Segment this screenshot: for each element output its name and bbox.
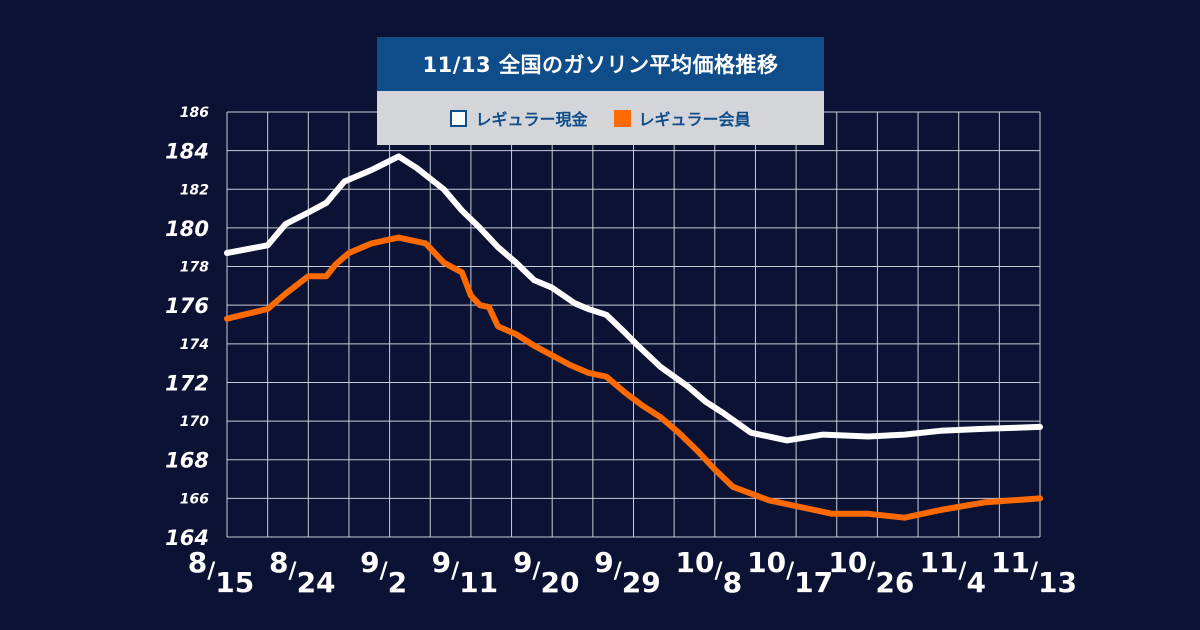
x-tick-month: 11	[991, 546, 1030, 579]
x-tick-label: 10/8	[676, 546, 743, 599]
x-tick-label: 11/4	[919, 546, 986, 599]
x-tick-month: 9	[432, 546, 451, 579]
legend-item-member: レギュラー会員	[613, 106, 751, 130]
x-tick-month: 9	[513, 546, 532, 579]
x-tick-month: 11	[919, 546, 958, 579]
legend-swatch-member	[613, 109, 631, 127]
x-tick-month: 10	[747, 546, 786, 579]
y-tick-label: 186	[180, 105, 209, 121]
y-tick-label: 168	[165, 449, 209, 473]
x-tick-slash: /	[1030, 559, 1039, 584]
x-tick-day: 4	[966, 566, 985, 599]
legend-label-member: レギュラー会員	[638, 110, 751, 129]
x-tick-month: 9	[360, 546, 379, 579]
x-tick-month: 8	[269, 546, 288, 579]
x-tick-label: 8/24	[269, 546, 336, 599]
x-tick-month: 8	[188, 546, 207, 579]
x-tick-slash: /	[786, 559, 795, 584]
x-tick-month: 10	[828, 546, 867, 579]
x-tick-day: 24	[297, 566, 336, 599]
x-tick-day: 29	[622, 566, 661, 599]
series-lines	[224, 153, 1043, 521]
grid	[226, 111, 1041, 538]
y-tick-label: 180	[165, 217, 209, 241]
chart-title: 11/13 全国のガソリン平均価格推移	[377, 37, 824, 91]
y-tick-label: 184	[165, 140, 209, 164]
x-tick-label: 10/17	[747, 546, 833, 599]
x-tick-slash: /	[207, 559, 216, 584]
x-tick-slash: /	[614, 559, 623, 584]
y-axis-ticks: 164 166 168 170 172 174 176 178 180 182 184 186	[165, 105, 209, 550]
x-tick-day: 26	[875, 566, 914, 599]
legend-label-cash: レギュラー現金	[475, 110, 588, 129]
y-tick-label: 170	[180, 414, 209, 430]
x-tick-day: 2	[388, 566, 407, 599]
x-tick-day: 15	[215, 566, 254, 599]
x-tick-slash: /	[451, 559, 460, 584]
y-tick-label: 176	[165, 294, 209, 318]
x-tick-label: 9/20	[513, 546, 580, 599]
x-tick-label: 9/11	[432, 546, 499, 599]
x-tick-slash: /	[289, 559, 298, 584]
x-tick-label: 11/13	[991, 546, 1077, 599]
x-axis-ticks: 8/158/249/29/119/209/2910/810/1710/2611/…	[188, 546, 1077, 599]
x-tick-slash: /	[958, 559, 967, 584]
x-tick-slash: /	[532, 559, 541, 584]
x-tick-slash: /	[380, 559, 389, 584]
x-tick-day: 17	[794, 566, 833, 599]
x-tick-day: 11	[459, 566, 498, 599]
legend-swatch-cash	[450, 109, 468, 127]
x-tick-day: 13	[1038, 566, 1077, 599]
y-tick-label: 178	[180, 260, 209, 276]
y-tick-label: 174	[180, 337, 209, 353]
x-tick-month: 9	[594, 546, 613, 579]
y-tick-label: 182	[180, 182, 209, 198]
x-tick-label: 10/26	[828, 546, 914, 599]
x-tick-label: 9/2	[360, 546, 407, 599]
x-tick-day: 8	[723, 566, 742, 599]
x-tick-label: 9/29	[594, 546, 661, 599]
x-tick-slash: /	[867, 559, 876, 584]
legend: レギュラー現金 レギュラー会員	[377, 91, 824, 145]
x-tick-month: 10	[676, 546, 715, 579]
legend-item-cash: レギュラー現金	[450, 106, 588, 130]
x-tick-day: 20	[540, 566, 579, 599]
y-tick-label: 164	[165, 526, 209, 550]
y-tick-label: 166	[180, 491, 209, 507]
y-tick-label: 172	[165, 371, 209, 395]
chart-title-text: 11/13 全国のガソリン平均価格推移	[422, 53, 779, 77]
x-tick-slash: /	[715, 559, 724, 584]
x-tick-label: 8/15	[188, 546, 255, 599]
